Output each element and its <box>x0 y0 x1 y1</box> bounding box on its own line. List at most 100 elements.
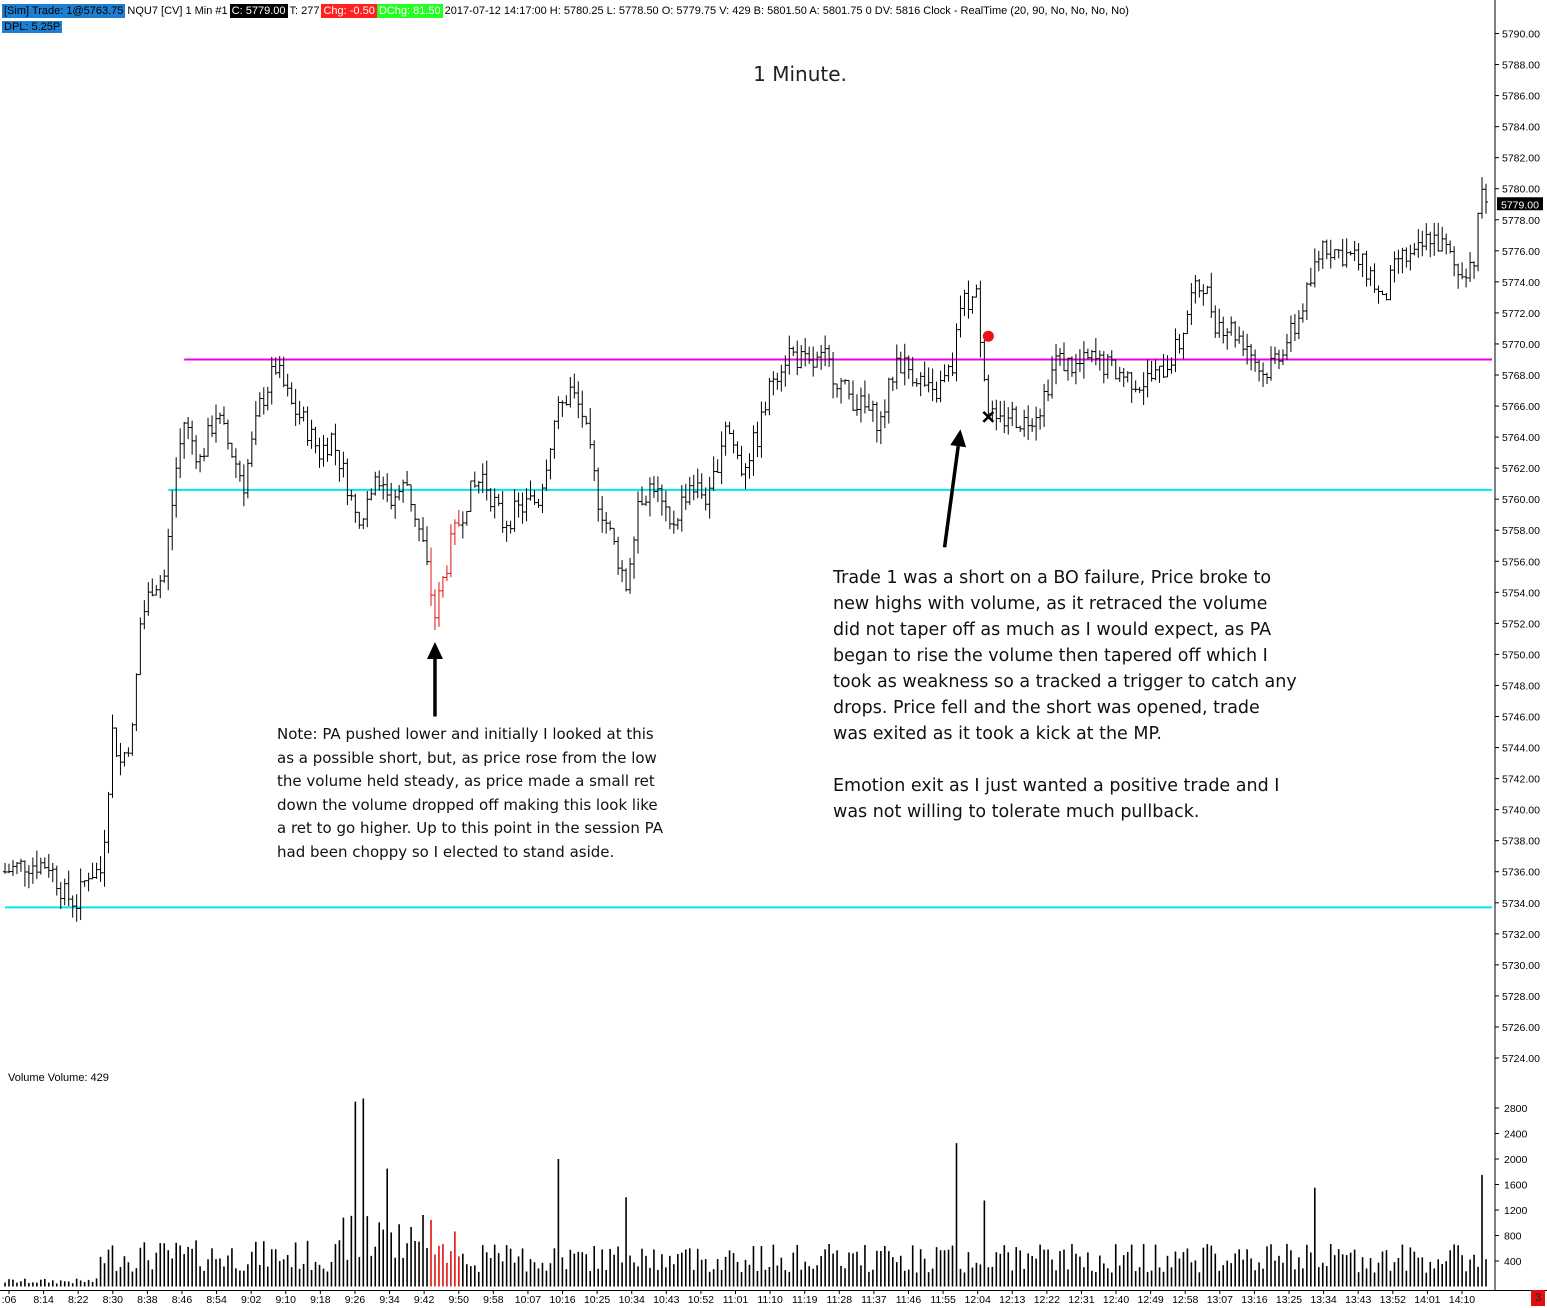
volume-bars <box>4 1098 1487 1287</box>
price-tick-label: 5742.00 <box>1502 774 1540 786</box>
trade-markers <box>426 330 995 717</box>
time-tick-label: 12:13 <box>999 1294 1025 1306</box>
price-tick-label: 5772.00 <box>1502 308 1540 320</box>
time-tick-label: 11:55 <box>930 1294 956 1306</box>
time-tick-label: 12:49 <box>1138 1294 1164 1306</box>
last-price-marker <box>1497 197 1543 211</box>
time-tick-label: 8:30 <box>103 1294 124 1306</box>
header-item: Chg: -0.50 <box>321 4 377 18</box>
time-tick-label: 9:02 <box>241 1294 262 1306</box>
price-tick-label: 5782.00 <box>1502 153 1540 165</box>
volume-tick-label: 400 <box>1504 1256 1522 1268</box>
price-tick-label: 5740.00 <box>1502 805 1540 817</box>
time-tick-label: 11:28 <box>827 1294 853 1306</box>
time-tick-label: 13:52 <box>1380 1294 1406 1306</box>
volume-label: Volume Volume: 429 <box>8 1072 109 1084</box>
price-tick-label: 5732.00 <box>1502 929 1540 941</box>
header-item: 2017-07-12 14:17:00 H: 5780.25 L: 5778.5… <box>442 4 1131 18</box>
header-item: T: 277 <box>287 4 322 18</box>
corner-badge: 3 <box>1531 1290 1545 1306</box>
price-tick-label: 5748.00 <box>1502 680 1540 692</box>
time-tick-label: 10:52 <box>688 1294 714 1306</box>
price-tick-label: 5738.00 <box>1502 836 1540 848</box>
time-tick-label: 12:40 <box>1103 1294 1129 1306</box>
header-item: NQU7 [CV] 1 Min #1 <box>125 4 230 18</box>
time-tick-label: 13:16 <box>1241 1294 1267 1306</box>
corner-badge-label: 3 <box>1534 1292 1542 1304</box>
note-annotation: Note: PA pushed lower and initially I lo… <box>277 725 663 861</box>
price-tick-label: 5752.00 <box>1502 618 1540 630</box>
price-tick-label: 5736.00 <box>1502 867 1540 879</box>
time-tick-label: 10:43 <box>653 1294 679 1306</box>
annotation-arrow-head <box>426 641 443 659</box>
price-tick-label: 5746.00 <box>1502 712 1540 724</box>
price-tick-label: 5770.00 <box>1502 339 1540 351</box>
trade-annotation: Trade 1 was a short on a BO failure, Pri… <box>833 568 1297 822</box>
time-axis: :06 8:14 8:22 8:30 8:38 8:46 8:54 9:02 9:10 9:18 9… <box>2 1290 1475 1306</box>
time-tick-label: 10:34 <box>619 1294 645 1306</box>
time-tick-label: 12:31 <box>1068 1294 1094 1306</box>
price-tick-label: 5786.00 <box>1502 91 1540 103</box>
price-tick-label: 5750.00 <box>1502 649 1540 661</box>
time-tick-label: 9:34 <box>379 1294 400 1306</box>
time-tick-label: 9:42 <box>414 1294 435 1306</box>
annotation-arrow-head <box>950 429 967 448</box>
volume-tick-label: 2400 <box>1504 1129 1528 1141</box>
time-tick-label: :06 <box>2 1294 17 1306</box>
volume-tick-label: 2000 <box>1504 1154 1528 1166</box>
header-item: [Sim] Trade: 1@5763.75 <box>2 4 126 18</box>
time-tick-label: 9:58 <box>483 1294 504 1306</box>
annotation-arrow <box>942 445 960 548</box>
price-tick-label: 5778.00 <box>1502 215 1540 227</box>
price-tick-label: 5768.00 <box>1502 370 1540 382</box>
entry-dot <box>982 330 994 342</box>
chart-header: [Sim] Trade: 1@5763.75 NQU7 [CV] 1 Min #1… <box>2 4 1131 18</box>
price-tick-label: 5784.00 <box>1502 122 1540 134</box>
level-lines <box>5 358 1492 909</box>
price-tick-label: 5774.00 <box>1502 277 1540 289</box>
time-tick-label: 10:16 <box>549 1294 575 1306</box>
chart-title: 1 Minute. <box>753 62 847 86</box>
time-tick-label: 9:10 <box>276 1294 297 1306</box>
price-tick-label: 5754.00 <box>1502 587 1540 599</box>
time-tick-label: 13:07 <box>1207 1294 1233 1306</box>
time-tick-label: 14:01 <box>1414 1294 1440 1306</box>
time-tick-label: 11:01 <box>723 1294 749 1306</box>
time-tick-label: 11:46 <box>896 1294 922 1306</box>
volume-axis: 400 800 1200 1600 2000 2400 2800 <box>1495 1103 1528 1268</box>
header-item: DChg: 81.50 <box>376 4 443 18</box>
price-tick-label: 5730.00 <box>1502 960 1540 972</box>
header-item: C: 5779.00 <box>229 4 288 18</box>
price-tick-label: 5760.00 <box>1502 494 1540 506</box>
price-tick-label: 5762.00 <box>1502 463 1540 475</box>
time-tick-label: 8:14 <box>33 1294 54 1306</box>
time-tick-label: 12:58 <box>1172 1294 1198 1306</box>
time-tick-label: 14:10 <box>1449 1294 1475 1306</box>
time-tick-label: 11:19 <box>792 1294 818 1306</box>
last-price-label: 5779.00 <box>1501 199 1539 211</box>
price-tick-label: 5764.00 <box>1502 432 1540 444</box>
volume-tick-label: 1600 <box>1504 1180 1528 1192</box>
time-tick-label: 8:54 <box>206 1294 227 1306</box>
time-tick-label: 10:25 <box>584 1294 610 1306</box>
volume-tick-label: 1200 <box>1504 1205 1528 1217</box>
price-tick-label: 5780.00 <box>1502 184 1540 196</box>
exit-x-marker <box>982 411 995 423</box>
price-tick-label: 5788.00 <box>1502 60 1540 72</box>
price-tick-label: 5776.00 <box>1502 246 1540 258</box>
price-tick-label: 5724.00 <box>1502 1053 1540 1065</box>
time-tick-label: 8:46 <box>172 1294 193 1306</box>
volume-tick-label: 2800 <box>1504 1103 1528 1115</box>
price-tick-label: 5734.00 <box>1502 898 1540 910</box>
time-tick-label: 12:22 <box>1034 1294 1060 1306</box>
dpl-label: DPL: 5.25P <box>2 21 63 33</box>
price-tick-label: 5756.00 <box>1502 556 1540 568</box>
time-tick-label: 8:22 <box>68 1294 89 1306</box>
price-tick-label: 5728.00 <box>1502 991 1540 1003</box>
time-tick-label: 10:07 <box>515 1294 541 1306</box>
price-tick-label: 5744.00 <box>1502 743 1540 755</box>
time-tick-label: 9:26 <box>345 1294 366 1306</box>
price-tick-label: 5766.00 <box>1502 401 1540 413</box>
